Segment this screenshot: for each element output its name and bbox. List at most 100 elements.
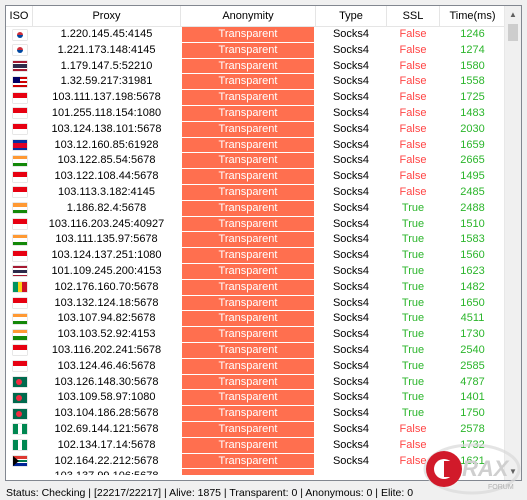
anonymity-label: Transparent bbox=[182, 374, 314, 390]
column-header-time[interactable]: Time(ms) bbox=[440, 6, 506, 26]
country-flag-icon bbox=[13, 234, 27, 245]
table-row[interactable]: 103.124.46.46:5678 Transparent Socks4 True 2… bbox=[6, 358, 506, 375]
table-row[interactable]: 103.132.124.18:5678 Transparent Socks4 True… bbox=[6, 295, 506, 312]
ssl-cell: False bbox=[387, 27, 440, 43]
table-row[interactable]: 103.126.148.30:5678 Transparent Socks4 True… bbox=[6, 374, 506, 391]
table-row[interactable]: 1.32.59.217:31981 Transparent Socks4 False 1… bbox=[6, 74, 506, 91]
iso-cell bbox=[6, 232, 33, 249]
anonymity-label: Transparent bbox=[182, 263, 314, 279]
table-row[interactable]: 101.255.118.154:1080 Transparent Socks4 Fal… bbox=[6, 105, 506, 122]
table-row[interactable]: 102.176.160.70:5678 Transparent Socks4 True… bbox=[6, 279, 506, 296]
proxy-cell: 103.122.108.44:5678 bbox=[33, 169, 181, 185]
iso-cell bbox=[6, 437, 33, 454]
type-cell: Socks4 bbox=[316, 232, 387, 249]
anonymity-label: Transparent bbox=[182, 105, 314, 121]
country-flag-icon bbox=[13, 187, 27, 198]
column-header-type[interactable]: Type bbox=[316, 6, 387, 26]
proxy-cell: 1.186.82.4:5678 bbox=[33, 200, 181, 217]
proxy-cell: 1.179.147.5:52210 bbox=[33, 58, 181, 75]
anonymity-cell: Transparent bbox=[181, 406, 316, 422]
iso-cell bbox=[6, 421, 33, 438]
ssl-cell: False bbox=[387, 42, 440, 59]
time-cell: 1730 bbox=[440, 327, 506, 343]
time-cell: 1560 bbox=[440, 248, 506, 264]
table-row[interactable]: 103.116.202.241:5678 Transparent Socks4 Tru… bbox=[6, 342, 506, 359]
chevron-down-icon[interactable]: ▼ bbox=[509, 467, 517, 476]
table-row[interactable]: 101.109.245.200:4153 Transparent Socks4 Tru… bbox=[6, 263, 506, 280]
iso-cell bbox=[6, 390, 33, 407]
table-row[interactable]: 103.111.137.198:5678 Transparent Socks4 Fal… bbox=[6, 90, 506, 106]
country-flag-icon bbox=[13, 203, 27, 214]
iso-cell bbox=[6, 42, 33, 59]
country-flag-icon bbox=[13, 456, 27, 467]
country-flag-icon bbox=[13, 219, 27, 230]
table-row[interactable]: 102.69.144.121:5678 Transparent Socks4 Fals… bbox=[6, 421, 506, 438]
time-cell: 1274 bbox=[440, 42, 506, 59]
table-row[interactable]: 103.109.58.97:1080 Transparent Socks4 True 1… bbox=[6, 390, 506, 407]
anonymity-cell: Transparent bbox=[181, 90, 316, 106]
proxy-cell: 103.111.135.97:5678 bbox=[33, 232, 181, 249]
vertical-scrollbar[interactable]: ▲ ▼ bbox=[504, 6, 521, 480]
table-row[interactable]: 103.12.160.85:61928 Transparent Socks4 Fals… bbox=[6, 137, 506, 154]
ssl-cell: False bbox=[387, 153, 440, 170]
type-cell: Socks4 bbox=[316, 311, 387, 328]
ssl-cell: False bbox=[387, 421, 440, 438]
table-row[interactable]: 1.179.147.5:52210 Transparent Socks4 False 1… bbox=[6, 58, 506, 75]
iso-cell bbox=[6, 105, 33, 122]
table-row[interactable]: 103.124.137.251:1080 Transparent Socks4 Tru… bbox=[6, 248, 506, 264]
iso-cell bbox=[6, 358, 33, 375]
type-cell: Socks4 bbox=[316, 184, 387, 201]
time-cell: 1750 bbox=[440, 406, 506, 422]
anonymity-cell: Transparent bbox=[181, 169, 316, 185]
table-row[interactable]: 103.107.94.82:5678 Transparent Socks4 True 4… bbox=[6, 311, 506, 328]
table-row-partial[interactable]: 103.137.99.106:5678 bbox=[6, 469, 506, 476]
column-header-ssl[interactable]: SSL bbox=[387, 6, 440, 26]
country-flag-icon bbox=[13, 424, 28, 435]
iso-cell bbox=[6, 184, 33, 201]
proxy-cell: 102.164.22.212:5678 bbox=[33, 453, 181, 470]
iso-cell bbox=[6, 295, 33, 312]
time-cell: 1483 bbox=[440, 105, 506, 122]
table-row[interactable]: 103.113.3.182:4145 Transparent Socks4 False… bbox=[6, 184, 506, 201]
time-cell: 2665 bbox=[440, 153, 506, 170]
table-row[interactable]: 1.221.173.148:4145 Transparent Socks4 False… bbox=[6, 42, 506, 59]
table-row[interactable]: 103.116.203.245:40927 Transparent Socks4 Tr… bbox=[6, 216, 506, 233]
anonymity-cell: Transparent bbox=[181, 374, 316, 391]
type-cell: Socks4 bbox=[316, 437, 387, 454]
anonymity-label: Transparent bbox=[182, 74, 314, 90]
table-row[interactable]: 1.220.145.45:4145 Transparent Socks4 False 1… bbox=[6, 27, 506, 43]
iso-cell bbox=[6, 153, 33, 170]
ssl-cell: False bbox=[387, 105, 440, 122]
ssl-cell: False bbox=[387, 137, 440, 154]
table-row[interactable]: 102.164.22.212:5678 Transparent Socks4 Fals… bbox=[6, 453, 506, 470]
anonymity-label: Transparent bbox=[182, 295, 314, 311]
watermark-sub: FORUM bbox=[488, 484, 514, 491]
scrollbar-thumb[interactable] bbox=[508, 24, 518, 41]
column-header-iso[interactable]: ISO bbox=[6, 6, 33, 26]
time-cell: 2030 bbox=[440, 121, 506, 138]
country-flag-icon bbox=[13, 140, 27, 151]
table-row[interactable]: 103.122.85.54:5678 Transparent Socks4 False… bbox=[6, 153, 506, 170]
iso-cell bbox=[6, 469, 33, 476]
forum-watermark-logo: RAX FORUM bbox=[423, 443, 521, 495]
anonymity-label: Transparent bbox=[182, 58, 314, 74]
table-row[interactable]: 1.186.82.4:5678 Transparent Socks4 True 2488 bbox=[6, 200, 506, 217]
table-row[interactable]: 103.111.135.97:5678 Transparent Socks4 True… bbox=[6, 232, 506, 249]
table-row[interactable]: 103.122.108.44:5678 Transparent Socks4 Fals… bbox=[6, 169, 506, 185]
column-header-proxy[interactable]: Proxy bbox=[33, 6, 181, 26]
anonymity-cell: Transparent bbox=[181, 327, 316, 343]
chevron-up-icon[interactable]: ▲ bbox=[509, 10, 517, 19]
time-cell: 1246 bbox=[440, 27, 506, 43]
ssl-cell: False bbox=[387, 437, 440, 454]
table-row[interactable]: 103.104.186.28:5678 Transparent Socks4 True… bbox=[6, 406, 506, 422]
type-cell: Socks4 bbox=[316, 42, 387, 59]
proxy-table[interactable]: ISO Proxy Anonymity Type SSL Time(ms) 1.… bbox=[5, 5, 522, 481]
column-header-anonymity[interactable]: Anonymity bbox=[181, 6, 316, 26]
country-flag-icon bbox=[13, 108, 27, 119]
table-row[interactable]: 103.103.52.92:4153 Transparent Socks4 True 1… bbox=[6, 327, 506, 343]
proxy-cell: 1.221.173.148:4145 bbox=[33, 42, 181, 59]
table-row[interactable]: 103.124.138.101:5678 Transparent Socks4 Fal… bbox=[6, 121, 506, 138]
anonymity-cell: Transparent bbox=[181, 200, 316, 217]
anonymity-cell: Transparent bbox=[181, 184, 316, 201]
iso-cell bbox=[6, 90, 33, 106]
